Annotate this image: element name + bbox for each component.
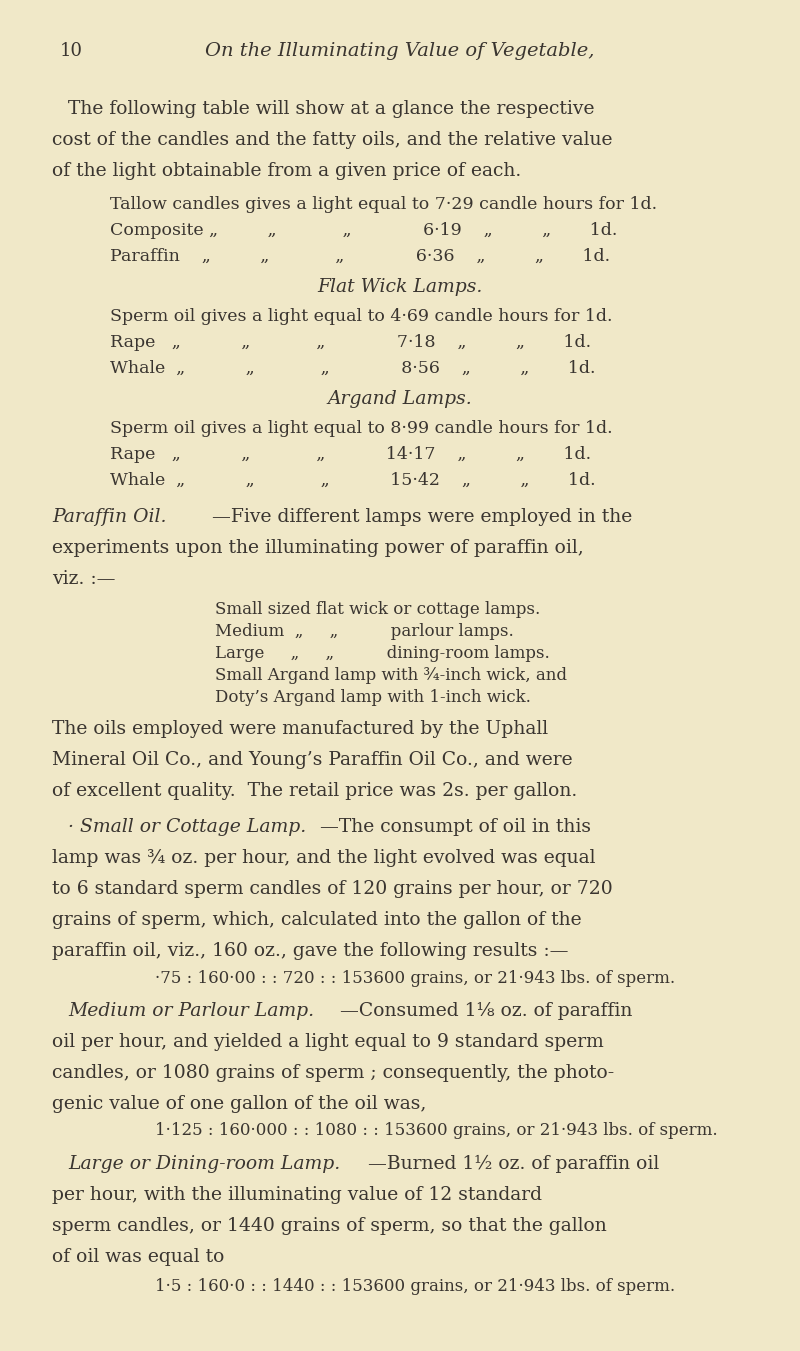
- Text: Doty’s Argand lamp with 1-inch wick.: Doty’s Argand lamp with 1-inch wick.: [215, 689, 531, 707]
- Text: Medium  „     „          parlour lamps.: Medium „ „ parlour lamps.: [215, 623, 514, 640]
- Text: Small sized flat wick or cottage lamps.: Small sized flat wick or cottage lamps.: [215, 601, 540, 617]
- Text: per hour, with the illuminating value of 12 standard: per hour, with the illuminating value of…: [52, 1186, 542, 1204]
- Text: candles, or 1080 grains of sperm ; consequently, the photo-: candles, or 1080 grains of sperm ; conse…: [52, 1065, 614, 1082]
- Text: Tallow candles gives a light equal to 7·29 candle hours for 1d.: Tallow candles gives a light equal to 7·…: [110, 196, 657, 213]
- Text: Medium or Parlour Lamp.: Medium or Parlour Lamp.: [68, 1002, 314, 1020]
- Text: Sperm oil gives a light equal to 8·99 candle hours for 1d.: Sperm oil gives a light equal to 8·99 ca…: [110, 420, 613, 436]
- Text: Whale  „           „            „           15·42    „         „       1d.: Whale „ „ „ 15·42 „ „ 1d.: [110, 471, 596, 489]
- Text: Composite „         „            „             6·19    „         „       1d.: Composite „ „ „ 6·19 „ „ 1d.: [110, 222, 618, 239]
- Text: Small Argand lamp with ¾-inch wick, and: Small Argand lamp with ¾-inch wick, and: [215, 667, 567, 684]
- Text: Sperm oil gives a light equal to 4·69 candle hours for 1d.: Sperm oil gives a light equal to 4·69 ca…: [110, 308, 613, 326]
- Text: Flat Wick Lamps.: Flat Wick Lamps.: [318, 278, 482, 296]
- Text: Whale  „           „            „             8·56    „         „       1d.: Whale „ „ „ 8·56 „ „ 1d.: [110, 359, 595, 377]
- Text: paraffin oil, viz., 160 oz., gave the following results :—: paraffin oil, viz., 160 oz., gave the fo…: [52, 942, 569, 961]
- Text: oil per hour, and yielded a light equal to 9 standard sperm: oil per hour, and yielded a light equal …: [52, 1034, 604, 1051]
- Text: —Consumed 1⅛ oz. of paraffin: —Consumed 1⅛ oz. of paraffin: [340, 1002, 632, 1020]
- Text: of oil was equal to: of oil was equal to: [52, 1248, 224, 1266]
- Text: Mineral Oil Co., and Young’s Paraffin Oil Co., and were: Mineral Oil Co., and Young’s Paraffin Oi…: [52, 751, 573, 769]
- Text: grains of sperm, which, calculated into the gallon of the: grains of sperm, which, calculated into …: [52, 911, 582, 929]
- Text: Rape   „           „            „           14·17    „         „       1d.: Rape „ „ „ 14·17 „ „ 1d.: [110, 446, 591, 463]
- Text: of the light obtainable from a given price of each.: of the light obtainable from a given pri…: [52, 162, 522, 180]
- Text: experiments upon the illuminating power of paraffin oil,: experiments upon the illuminating power …: [52, 539, 584, 557]
- Text: 1·5 : 160·0 : : 1440 : : 153600 grains, or 21·943 lbs. of sperm.: 1·5 : 160·0 : : 1440 : : 153600 grains, …: [155, 1278, 675, 1296]
- Text: viz. :—: viz. :—: [52, 570, 115, 588]
- Text: Paraffin    „         „            „             6·36    „         „       1d.: Paraffin „ „ „ 6·36 „ „ 1d.: [110, 249, 610, 265]
- Text: to 6 standard sperm candles of 120 grains per hour, or 720: to 6 standard sperm candles of 120 grain…: [52, 880, 613, 898]
- Text: Rape   „           „            „             7·18    „         „       1d.: Rape „ „ „ 7·18 „ „ 1d.: [110, 334, 591, 351]
- Text: Large or Dining-room Lamp.: Large or Dining-room Lamp.: [68, 1155, 340, 1173]
- Text: of excellent quality.  The retail price was 2s. per gallon.: of excellent quality. The retail price w…: [52, 782, 578, 800]
- Text: The following table will show at a glance the respective: The following table will show at a glanc…: [68, 100, 594, 118]
- Text: Paraffin Oil.: Paraffin Oil.: [52, 508, 166, 526]
- Text: cost of the candles and the fatty oils, and the relative value: cost of the candles and the fatty oils, …: [52, 131, 613, 149]
- Text: Argand Lamps.: Argand Lamps.: [328, 390, 472, 408]
- Text: · Small or Cottage Lamp.: · Small or Cottage Lamp.: [68, 817, 306, 836]
- Text: lamp was ¾ oz. per hour, and the light evolved was equal: lamp was ¾ oz. per hour, and the light e…: [52, 848, 595, 867]
- Text: —Five different lamps were employed in the: —Five different lamps were employed in t…: [212, 508, 632, 526]
- Text: genic value of one gallon of the oil was,: genic value of one gallon of the oil was…: [52, 1096, 426, 1113]
- Text: 1·125 : 160·000 : : 1080 : : 153600 grains, or 21·943 lbs. of sperm.: 1·125 : 160·000 : : 1080 : : 153600 grai…: [155, 1121, 718, 1139]
- Text: ·75 : 160·00 : : 720 : : 153600 grains, or 21·943 lbs. of sperm.: ·75 : 160·00 : : 720 : : 153600 grains, …: [155, 970, 675, 988]
- Text: The oils employed were manufactured by the Uphall: The oils employed were manufactured by t…: [52, 720, 548, 738]
- Text: Large     „     „          dining-room lamps.: Large „ „ dining-room lamps.: [215, 644, 550, 662]
- Text: 10: 10: [60, 42, 83, 59]
- Text: sperm candles, or 1440 grains of sperm, so that the gallon: sperm candles, or 1440 grains of sperm, …: [52, 1217, 606, 1235]
- Text: —The consumpt of oil in this: —The consumpt of oil in this: [320, 817, 591, 836]
- Text: —Burned 1½ oz. of paraffin oil: —Burned 1½ oz. of paraffin oil: [368, 1155, 659, 1173]
- Text: On the Illuminating Value of Vegetable,: On the Illuminating Value of Vegetable,: [206, 42, 594, 59]
